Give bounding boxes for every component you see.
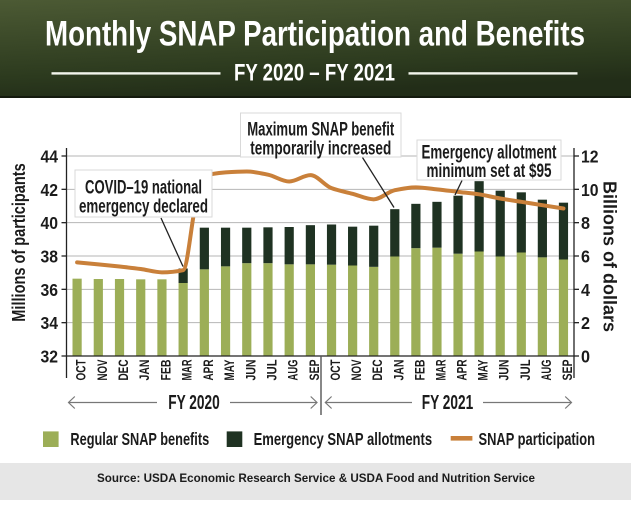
svg-text:APR: APR [200,360,216,381]
svg-text:10: 10 [581,181,599,200]
svg-text:Billions of dollars: Billions of dollars [600,181,621,332]
svg-text:4: 4 [581,281,590,300]
svg-text:SNAP participation: SNAP participation [479,429,596,449]
svg-text:2: 2 [581,314,590,333]
svg-text:NOV: NOV [94,359,110,380]
svg-text:OCT: OCT [327,359,343,380]
svg-text:FEB: FEB [411,360,427,381]
svg-text:JUN: JUN [496,360,512,381]
svg-text:0: 0 [581,348,590,367]
svg-text:12: 12 [581,148,599,167]
svg-text:FY 2020: FY 2020 [168,392,219,414]
svg-text:38: 38 [41,248,59,267]
svg-text:Emergency SNAP allotments: Emergency SNAP allotments [254,429,433,449]
svg-text:SEP: SEP [306,360,322,381]
svg-text:FEB: FEB [157,360,173,381]
svg-text:AUG: AUG [538,359,554,380]
svg-text:DEC: DEC [115,360,131,381]
svg-text:MAY: MAY [475,359,491,380]
svg-text:MAR: MAR [179,360,195,381]
svg-text:MAY: MAY [221,359,237,380]
svg-text:minimum set at $95: minimum set at $95 [427,161,552,182]
svg-text:AUG: AUG [285,359,301,380]
svg-text:36: 36 [41,281,59,300]
svg-text:40: 40 [41,214,59,233]
svg-text:JAN: JAN [390,360,406,381]
svg-text:34: 34 [41,314,59,333]
svg-text:APR: APR [454,360,470,381]
svg-text:FY 2020 – FY 2021: FY 2020 – FY 2021 [234,60,395,87]
svg-text:COVID–19 national: COVID–19 national [85,178,202,199]
svg-text:FY 2021: FY 2021 [422,392,473,414]
svg-text:Regular SNAP benefits: Regular SNAP benefits [70,429,209,449]
svg-text:Millions of participants: Millions of participants [8,163,29,321]
svg-text:OCT: OCT [73,359,89,380]
svg-text:44: 44 [41,148,59,167]
svg-text:8: 8 [581,214,590,233]
svg-text:DEC: DEC [369,360,385,381]
svg-text:JUL: JUL [263,359,279,380]
svg-text:Monthly SNAP Participation and: Monthly SNAP Participation and Benefits [45,14,585,54]
svg-text:temporarily increased: temporarily increased [250,139,391,160]
svg-text:32: 32 [41,348,59,367]
svg-text:JUN: JUN [242,360,258,381]
svg-text:emergency declared: emergency declared [79,197,208,218]
svg-text:JUL: JUL [517,359,533,380]
svg-text:42: 42 [41,181,59,200]
svg-text:NOV: NOV [348,359,364,380]
svg-text:JAN: JAN [136,360,152,381]
svg-text:6: 6 [581,248,590,267]
svg-text:Source: USDA Economic Research: Source: USDA Economic Research Service &… [97,472,536,485]
svg-text:Maximum SNAP benefit: Maximum SNAP benefit [247,120,394,141]
svg-text:MAR: MAR [432,360,448,381]
svg-text:Emergency allotment: Emergency allotment [422,142,557,163]
svg-text:SEP: SEP [559,360,575,381]
